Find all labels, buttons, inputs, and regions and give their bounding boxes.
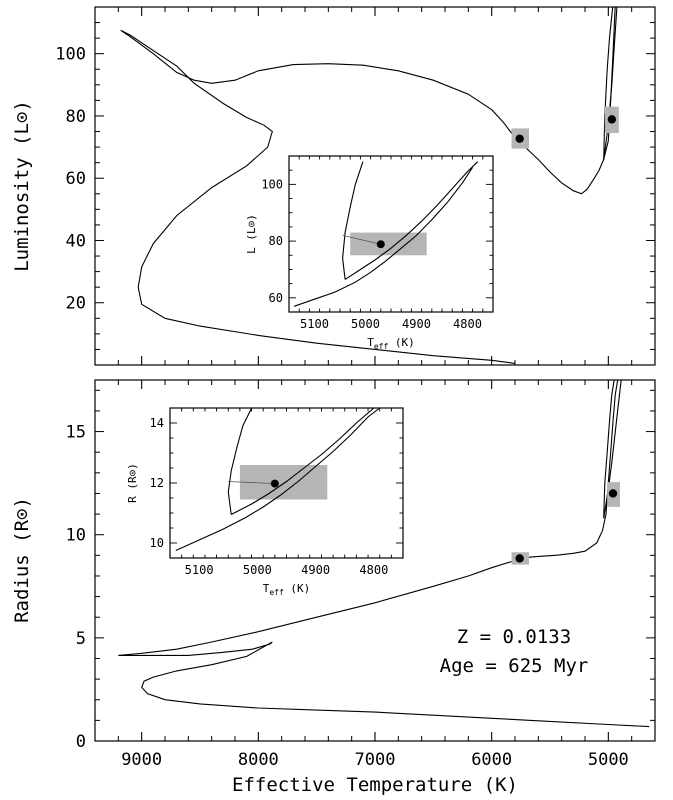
inset-curve-branch [342,161,364,280]
inset-y-tick-label: 10 [150,536,164,550]
inset-x-axis-title: Teff (K) [263,582,311,597]
inset-data-point [270,479,279,488]
inset-group: 5100 5000 4900 4800 60 80 100 Teff (K) L (L⊙) [245,155,494,351]
y-tick-label: 15 [66,423,86,443]
inset-leader-line [342,235,381,245]
evolution-track-track-loop [603,380,617,519]
inset-y-tick-label: 100 [261,177,283,191]
evolution-track-track-main [120,7,616,364]
data-point [607,115,617,124]
inset-y-tick-label: 60 [269,291,283,305]
inset-y-tick-label: 14 [150,416,164,430]
inset-error-box [239,465,328,500]
inset-curve-outer [293,166,474,307]
x-tick-label: 5000 [588,750,629,770]
y-tick-label: 100 [55,45,86,65]
inset-data-point [376,240,385,249]
y-tick-label: 0 [76,732,86,752]
inset-x-axis-unit: (K) [284,582,311,595]
luminosity-panel: 20 40 60 80 100 Luminosity (L⊙) 5100 5000 4900 48… [11,6,656,366]
inset-curves-group [293,161,479,307]
y-tick-label: 5 [76,629,86,649]
inset-x-tick-label: 5100 [185,563,214,577]
inset-x-axis-symbol: T [367,336,374,349]
inset-x-tick-label: 5000 [243,563,272,577]
inset-x-tick-label: 4900 [402,317,431,331]
y-tick-label: 40 [66,231,86,251]
inset-leader-line [228,481,275,484]
inset-curve-outer [175,408,381,552]
data-point [515,134,524,143]
inset-x-tick-label: 4900 [301,563,330,577]
x-tick-label: 6000 [471,750,512,770]
data-point [608,489,618,498]
data-point [515,554,524,563]
inset-x-axis-subscript: eff [374,342,389,351]
y-axis-title: Radius (R⊙) [11,497,33,623]
inset-x-tick-label: 4800 [453,317,482,331]
x-tick-label: 9000 [121,750,162,770]
inset-curve-branch [227,408,253,515]
inset-x-tick-label: 5000 [351,317,380,331]
inset-x-axis-title: Teff (K) [367,336,415,351]
y-axis-title: Luminosity (L⊙) [11,100,33,272]
annotation-age: Age = 625 Myr [440,655,589,677]
inset-group: 5100 5000 4900 4800 10 12 14 Teff (K) R (R⊙) [126,407,404,597]
inset-y-axis-title: R (R⊙) [126,463,139,503]
inset-y-tick-label: 12 [150,476,164,490]
inset-curve-inner [344,161,479,280]
inset-x-tick-label: 4800 [359,563,388,577]
x-axis-title: Effective Temperature (K) [232,774,518,796]
inset-curves-group [175,408,381,552]
inset-x-axis-subscript: eff [269,588,284,597]
inset-y-axis-title: L (L⊙) [245,214,258,254]
radius-panel: 9000 8000 7000 6000 5000 0 5 10 15 Radius (R⊙) 510… [11,379,656,770]
inset-y-tick-label: 80 [269,234,283,248]
x-tick-label: 7000 [355,750,396,770]
x-tick-label: 8000 [238,750,279,770]
inset-curve-inner [230,408,375,515]
y-tick-label: 20 [66,294,86,314]
y-tick-label: 10 [66,526,86,546]
inset-x-axis-symbol: T [263,582,270,595]
inset-x-tick-label: 5100 [300,317,329,331]
inset-x-axis-unit: (K) [388,336,415,349]
y-tick-label: 80 [66,107,86,127]
annotation-metallicity: Z = 0.0133 [457,626,571,648]
evolution-track-track-loop2 [603,7,618,160]
y-tick-label: 60 [66,169,86,189]
evolution-track-track-main [118,380,650,728]
inset-error-box [350,232,427,256]
